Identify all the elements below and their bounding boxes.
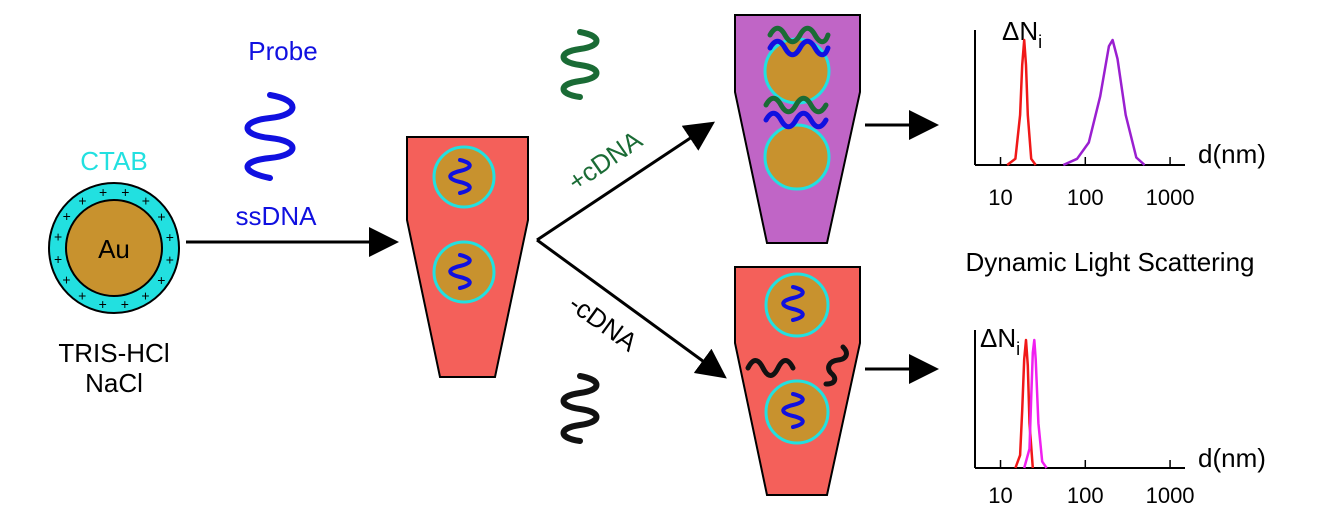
ctab-charge-mark: + (54, 229, 62, 245)
tube-aggregated (734, 14, 861, 244)
arrow-minus-cdna (536, 238, 727, 379)
chart-top-xlabel: d(nm) (1198, 139, 1266, 169)
chart-bottom-ylabel: ΔNi (980, 323, 1020, 359)
chart-bottom-ylabel-main: ΔN (980, 323, 1016, 353)
chart-top-series-2 (1062, 38, 1146, 167)
chart-bottom-series-1 (1014, 338, 1035, 469)
ctab-charge-mark: + (141, 288, 149, 304)
chart-top-tick-label: 1000 (1146, 185, 1195, 210)
buffer-label-line1: TRIS-HCl (58, 338, 169, 368)
particle-probe-1 (432, 145, 496, 209)
tube-functionalized (406, 136, 529, 378)
ctab-charge-marks: ++++++++++++ ++++ (54, 184, 174, 312)
chart-bottom-tick-label: 1000 (1146, 483, 1195, 508)
dispersed-particle-1 (764, 272, 830, 338)
ctab-label: CTAB (80, 146, 147, 176)
particle-probe-2 (432, 240, 496, 304)
dls-chart-dispersed: ΔNi d(nm) 10 100 1000 (974, 323, 1266, 508)
ctab-charge-mark: + (166, 251, 174, 267)
tube-dispersed (734, 266, 861, 496)
probe-label: Probe (248, 36, 317, 66)
ctab-charge-mark: + (63, 208, 71, 224)
ctab-charge-mark: + (157, 272, 165, 288)
arrow-plus-cdna (536, 121, 715, 242)
ctab-charge-mark: + (121, 296, 129, 312)
dispersed-probe-strand-1 (781, 285, 805, 322)
chart-bottom-xlabel: d(nm) (1198, 443, 1266, 473)
chart-bottom-tick-label: 10 (988, 483, 1012, 508)
plus-cdna-label: +cDNA (562, 124, 648, 197)
dispersed-probe-strand-2 (781, 392, 805, 429)
gold-nanoparticle: ++++++++++++ ++++ Au (48, 182, 180, 314)
chart-top-tick-label: 10 (988, 185, 1012, 210)
ctab-charge-mark: + (142, 193, 150, 209)
chart-bottom-series-2 (1022, 338, 1048, 469)
ctab-charge-mark: + (54, 251, 62, 267)
dls-title: Dynamic Light Scattering (965, 247, 1254, 277)
hybrid-cdna-strand-2 (763, 95, 829, 115)
chart-top-ylabel-sub: i (1038, 32, 1042, 52)
chart-top-ylabel: ΔNi (1002, 16, 1042, 52)
ctab-charge-mark: + (78, 193, 86, 209)
chart-top-series-1 (1006, 38, 1037, 166)
probe-strand-1 (448, 158, 472, 195)
hybrid-probe-strand-1 (767, 38, 831, 58)
chart-top-ylabel-main: ΔN (1002, 16, 1038, 46)
ctab-charge-mark: + (99, 296, 107, 312)
ctab-charge-mark: + (166, 229, 174, 245)
hybrid-probe-strand-2 (763, 110, 829, 130)
noncomplementary-strand-icon (560, 373, 600, 444)
gold-core (65, 199, 163, 297)
aggregate-particle-2 (763, 123, 831, 191)
ctab-charge-mark: + (99, 184, 107, 200)
hybrid-cdna-strand-1 (767, 25, 831, 45)
free-strand-2 (823, 344, 849, 387)
ssdna-label: ssDNA (236, 201, 318, 231)
probe-strand-2 (448, 253, 472, 290)
ctab-charge-mark: + (121, 184, 129, 200)
chart-bottom-ylabel-sub: i (1016, 339, 1020, 359)
au-label: Au (98, 234, 130, 264)
ctab-charge-mark: + (157, 209, 165, 225)
ctab-charge-mark: + (62, 272, 70, 288)
dls-chart-aggregated: ΔNi d(nm) 10 100 1000 (974, 16, 1266, 210)
buffer-label-line2: NaCl (85, 368, 143, 398)
cdna-strand-icon (560, 29, 600, 100)
minus-cdna-label: -cDNA (564, 288, 644, 358)
probe-ssdna-icon (244, 92, 296, 181)
chart-bottom-tick-label: 100 (1067, 483, 1104, 508)
dispersed-particle-2 (764, 379, 830, 445)
chart-top-tick-label: 100 (1067, 185, 1104, 210)
ctab-charge-mark: + (78, 287, 86, 303)
free-strand-1 (745, 358, 796, 378)
